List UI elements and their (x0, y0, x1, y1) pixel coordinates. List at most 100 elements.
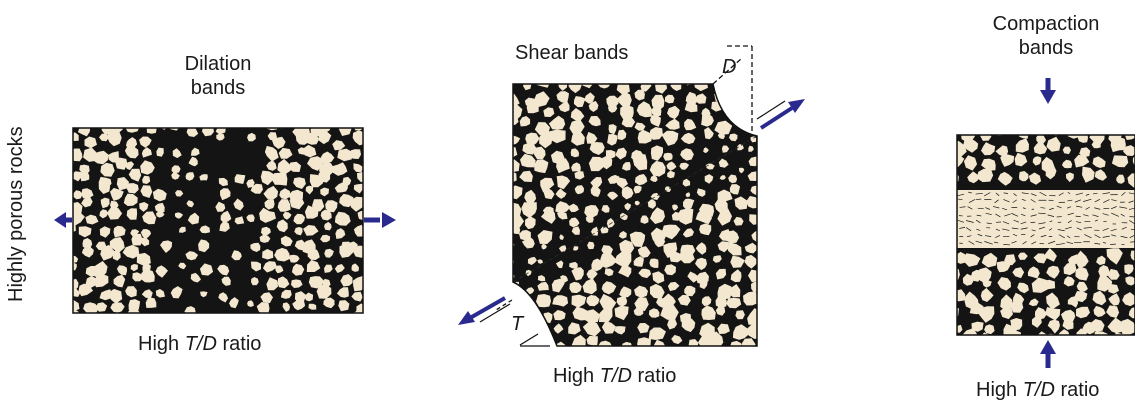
grain (637, 246, 651, 258)
grain (131, 233, 143, 246)
grain-boundary (1103, 220, 1107, 223)
grain (353, 275, 363, 292)
grain-boundary (1102, 213, 1109, 216)
grain (615, 177, 628, 189)
grain (685, 192, 691, 198)
grain (115, 157, 128, 170)
grain (1036, 135, 1047, 144)
grain-boundary (977, 207, 984, 210)
grain (669, 251, 683, 263)
grain (237, 314, 245, 323)
grain (726, 297, 742, 309)
grain (586, 131, 598, 144)
offset-d-marker (712, 45, 753, 136)
grain (1000, 153, 1015, 167)
grain (719, 84, 729, 94)
grain (524, 189, 537, 204)
grain-boundary (995, 213, 1001, 218)
grain (614, 305, 629, 321)
grain (369, 287, 381, 298)
grain (525, 269, 532, 277)
grain (732, 324, 749, 340)
grain (1046, 292, 1060, 310)
grain (948, 338, 957, 347)
grain (730, 269, 742, 283)
grain (957, 289, 966, 302)
grain (649, 160, 666, 177)
grain (571, 226, 580, 235)
grain (671, 334, 683, 345)
grain (764, 94, 772, 103)
grain-boundary (977, 233, 983, 237)
grain (670, 84, 682, 91)
grain (601, 245, 613, 255)
grain (622, 162, 631, 171)
grain-boundary (1040, 234, 1047, 238)
grain (218, 292, 229, 303)
grain-boundary (1030, 214, 1037, 217)
grain (1074, 154, 1090, 168)
grain (712, 255, 722, 263)
grain (634, 122, 646, 131)
grain-boundary (1076, 205, 1083, 208)
grain (573, 246, 579, 251)
grain (734, 196, 748, 210)
grain-boundary (1103, 199, 1110, 203)
grain (733, 116, 744, 126)
grain (759, 272, 771, 283)
grain-boundary (1129, 220, 1135, 225)
grain (1000, 294, 1014, 312)
grain-boundary (967, 206, 973, 210)
grain (95, 302, 108, 312)
grain (73, 171, 82, 182)
grain (140, 229, 152, 240)
grain (85, 214, 99, 225)
grain (305, 132, 320, 145)
grain (304, 292, 314, 302)
grain (126, 208, 138, 220)
grain-boundary (984, 235, 992, 237)
grain (142, 175, 151, 184)
grain (521, 347, 540, 363)
grain (519, 170, 533, 182)
grain-boundary (1030, 199, 1036, 203)
grain-boundary (1038, 212, 1046, 215)
grain (1033, 140, 1048, 155)
grain (748, 269, 757, 283)
grain (686, 349, 699, 359)
grain (590, 184, 601, 197)
grain (73, 262, 77, 271)
grain (1128, 307, 1135, 319)
grain-boundary (1084, 234, 1092, 239)
grain (353, 183, 363, 194)
grain (553, 323, 564, 334)
grain (981, 252, 998, 268)
grain (83, 302, 100, 313)
grain-boundary (1021, 192, 1029, 195)
grain (1092, 156, 1106, 168)
grain (714, 120, 733, 135)
grain (264, 199, 275, 210)
grain (621, 115, 636, 128)
grain-boundary (1031, 229, 1036, 232)
grain (368, 126, 382, 137)
grain-boundary (985, 207, 991, 210)
grain-boundary (1003, 243, 1011, 246)
grain (513, 114, 519, 127)
grain (1094, 169, 1107, 181)
grain-boundary (1011, 227, 1019, 230)
grain (277, 158, 291, 176)
grain (601, 281, 617, 295)
grain-boundary (957, 193, 965, 197)
grain (665, 94, 675, 104)
grain-boundary (1094, 234, 1101, 239)
grain-boundary (1083, 214, 1089, 217)
grain (220, 210, 232, 224)
grain (78, 283, 94, 297)
grain-boundary (1013, 219, 1020, 223)
grain (971, 321, 984, 332)
grain (608, 124, 617, 135)
grain (513, 212, 525, 230)
grain-boundary (1121, 192, 1126, 196)
grain (1098, 265, 1110, 278)
